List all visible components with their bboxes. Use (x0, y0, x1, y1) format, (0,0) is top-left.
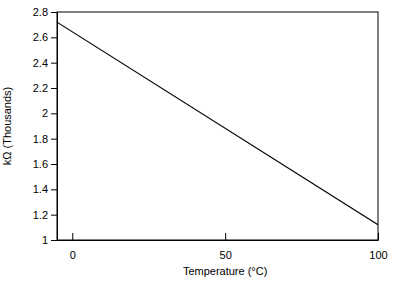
chart: 0 50 100 1 1.2 1.4 1.6 1.8 2 2.2 2.4 2.6 2.8 Temperat… (0, 0, 400, 283)
x-tick-mark (378, 233, 379, 240)
x-axis-line (58, 240, 379, 241)
y-tick-label: 1 (42, 234, 48, 246)
x-tick-label: 0 (70, 249, 76, 261)
y-tick-mark (51, 164, 57, 165)
x-tick-mark (225, 233, 226, 240)
y-tick-mark (51, 240, 57, 241)
y-tick-mark (51, 113, 57, 114)
y-tick: 1 (42, 234, 57, 246)
y-tick: 1.2 (33, 209, 57, 221)
y-tick-label: 2.6 (33, 31, 48, 43)
y-tick: 1.4 (33, 183, 57, 195)
y-tick-mark (51, 215, 57, 216)
y-tick: 2.2 (33, 82, 57, 94)
x-tick-label: 100 (369, 249, 387, 261)
x-tick: 50 (220, 233, 232, 261)
y-tick-mark (51, 63, 57, 64)
y-tick-label: 2 (42, 107, 48, 119)
y-tick-label: 1.8 (33, 133, 48, 145)
y-tick: 2.4 (33, 57, 57, 69)
y-tick-mark (51, 139, 57, 140)
y-tick-mark (51, 88, 57, 89)
y-tick: 2.6 (33, 31, 57, 43)
y-axis-title: kΩ (Thousands) (1, 87, 13, 166)
y-tick: 2 (42, 107, 57, 119)
y-tick-label: 2.8 (33, 6, 48, 18)
y-axis: 1 1.2 1.4 1.6 1.8 2 2.2 2.4 2.6 2.8 (33, 6, 58, 246)
x-tick-mark (72, 233, 73, 240)
plot: 0 50 100 1 1.2 1.4 1.6 1.8 2 2.2 2.4 2.6 2.8 (33, 6, 388, 261)
y-tick-mark (51, 12, 57, 13)
x-axis: 0 50 100 (58, 233, 388, 261)
y-tick: 2.8 (33, 6, 57, 18)
y-tick-mark (51, 37, 57, 38)
y-axis-line (57, 13, 58, 241)
marks (57, 22, 378, 225)
y-tick: 1.6 (33, 158, 57, 170)
y-tick-label: 2.4 (33, 57, 48, 69)
y-tick-mark (51, 189, 57, 190)
x-tick: 0 (70, 233, 76, 261)
y-tick: 1.8 (33, 133, 57, 145)
y-tick-label: 1.4 (33, 183, 48, 195)
x-tick-label: 50 (220, 249, 232, 261)
x-tick: 100 (369, 233, 387, 261)
data-line (57, 22, 378, 225)
y-tick-label: 1.2 (33, 209, 48, 221)
x-axis-title: Temperature (°C) (183, 265, 267, 277)
y-tick-label: 2.2 (33, 82, 48, 94)
plot-frame (57, 12, 378, 240)
y-tick-label: 1.6 (33, 158, 48, 170)
